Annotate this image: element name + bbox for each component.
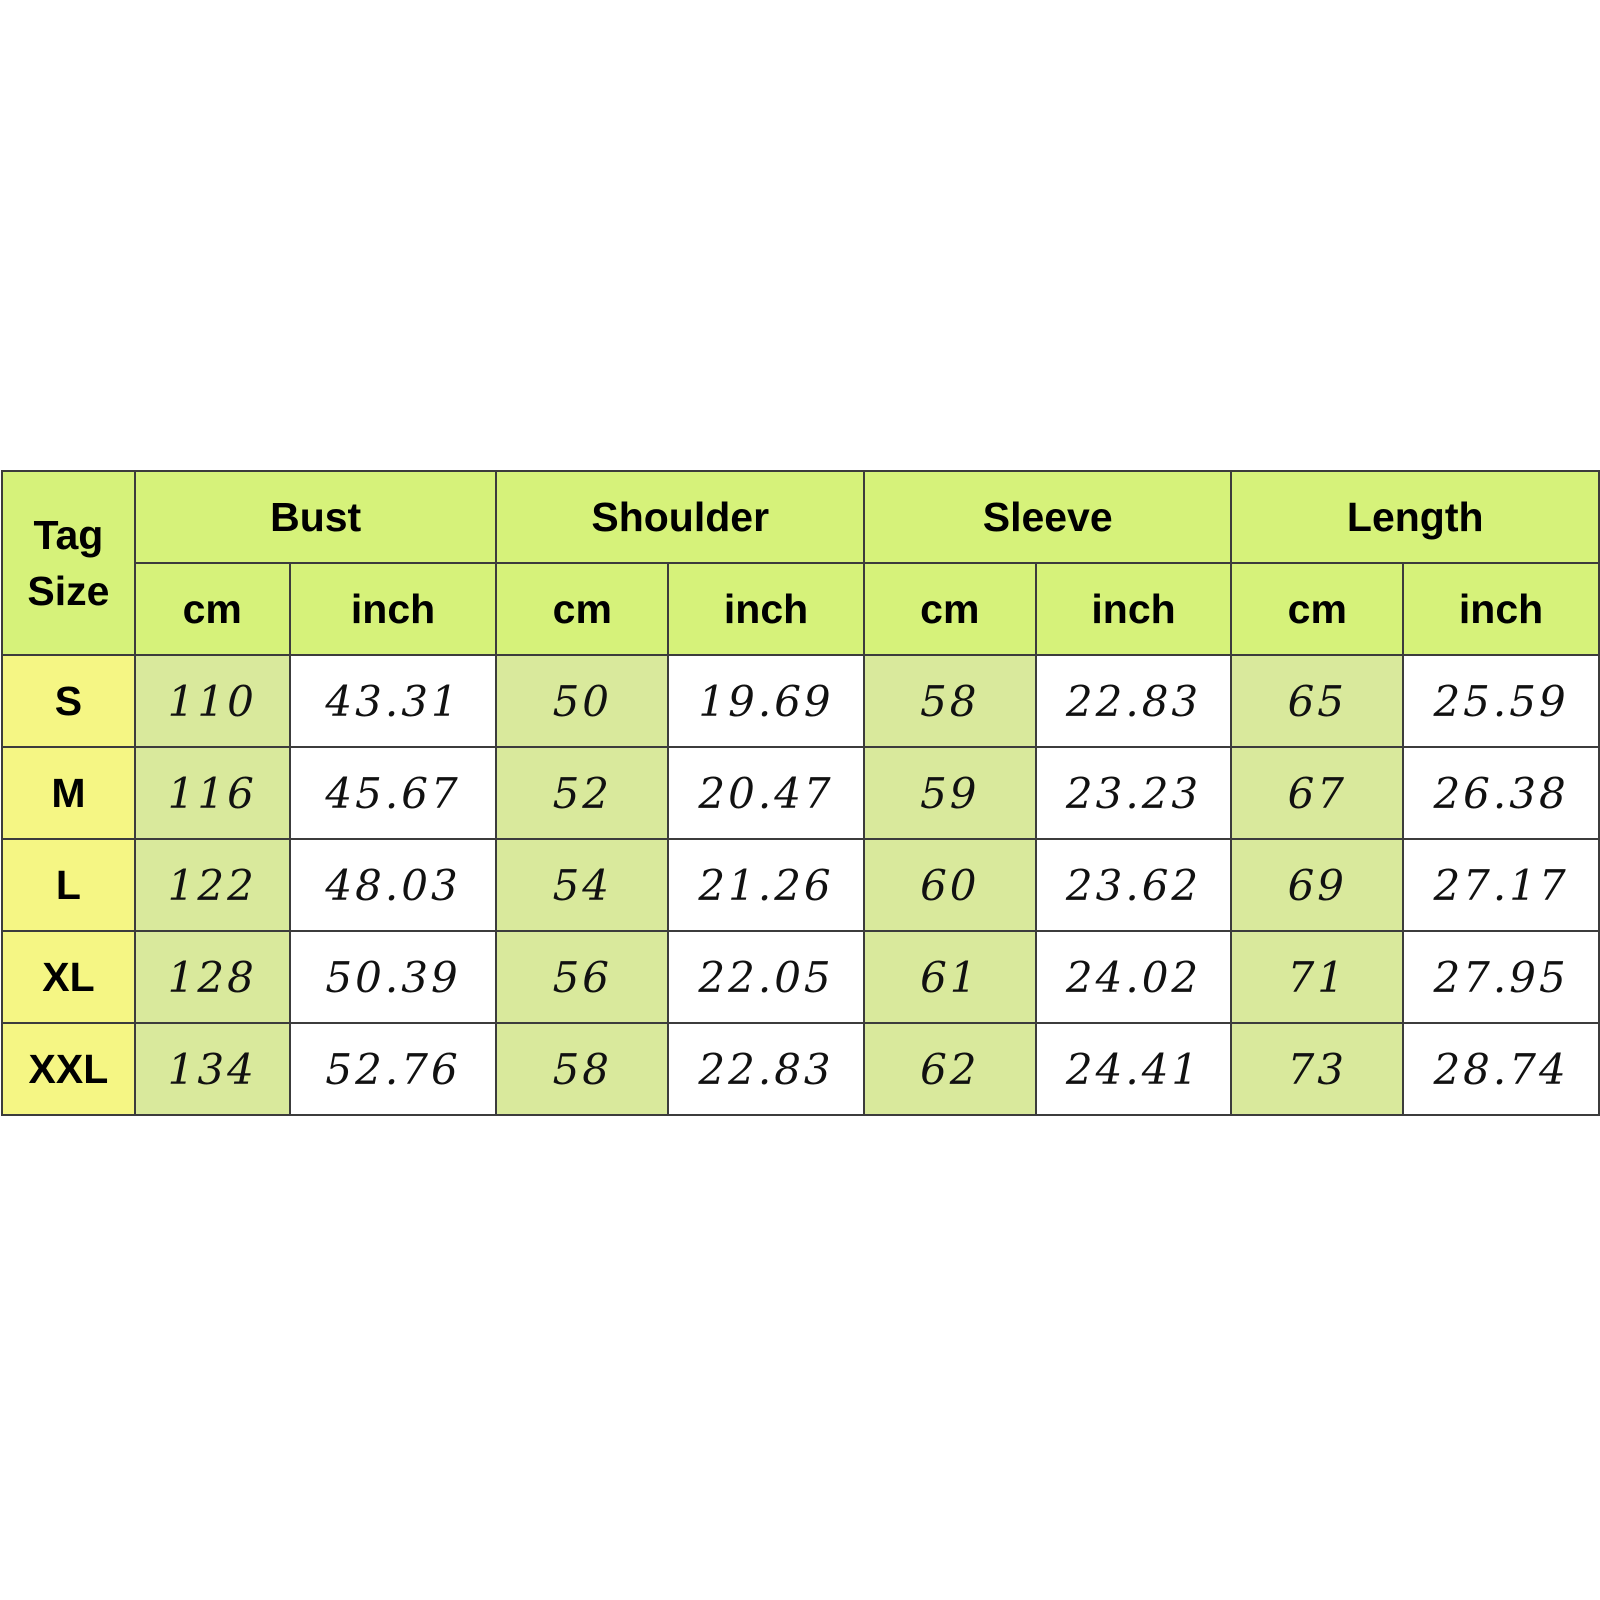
sleeve-cm-cell: 61 bbox=[862, 930, 1037, 1024]
length-cm-cell: 71 bbox=[1230, 930, 1405, 1024]
sleeve-cm-cell: 62 bbox=[862, 1022, 1037, 1116]
shoulder-cm-cell: 54 bbox=[495, 838, 670, 932]
group-header-bust: Bust bbox=[133, 470, 498, 564]
bust-cm-cell: 122 bbox=[133, 838, 291, 932]
bust-inch-cell: 43.31 bbox=[288, 654, 498, 748]
shoulder-cm-cell: 52 bbox=[495, 746, 670, 840]
shoulder-inch-cell: 20.47 bbox=[667, 746, 865, 840]
table-row-m: M 116 45.67 52 20.47 59 23.23 67 26.38 bbox=[1, 746, 1600, 840]
shoulder-inch-cell: 19.69 bbox=[667, 654, 865, 748]
bust-cm-cell: 128 bbox=[133, 930, 291, 1024]
shoulder-cm-cell: 50 bbox=[495, 654, 670, 748]
sleeve-inch-cell: 24.02 bbox=[1034, 930, 1233, 1024]
sleeve-inch-cell: 23.23 bbox=[1034, 746, 1233, 840]
bust-inch-cell: 50.39 bbox=[288, 930, 498, 1024]
group-header-sleeve: Sleeve bbox=[862, 470, 1233, 564]
bust-cm-cell: 134 bbox=[133, 1022, 291, 1116]
table-row-xxl: XXL 134 52.76 58 22.83 62 24.41 73 28.74 bbox=[1, 1022, 1600, 1116]
sleeve-cm-cell: 60 bbox=[862, 838, 1037, 932]
bust-inch-cell: 45.67 bbox=[288, 746, 498, 840]
size-label: M bbox=[1, 746, 136, 840]
sleeve-cm-cell: 58 bbox=[862, 654, 1037, 748]
bust-cm-cell: 110 bbox=[133, 654, 291, 748]
sleeve-inch-cell: 22.83 bbox=[1034, 654, 1233, 748]
table-row-s: S 110 43.31 50 19.69 58 22.83 65 25.59 bbox=[1, 654, 1600, 748]
tag-header-line-1: Tag bbox=[33, 512, 104, 558]
shoulder-cm-cell: 58 bbox=[495, 1022, 670, 1116]
length-inch-cell: 26.38 bbox=[1402, 746, 1600, 840]
tag-header-line-2: Size bbox=[27, 568, 110, 614]
unit-header-length-inch: inch bbox=[1402, 562, 1600, 656]
sleeve-inch-cell: 23.62 bbox=[1034, 838, 1233, 932]
unit-header-sleeve-cm: cm bbox=[862, 562, 1037, 656]
bust-inch-cell: 48.03 bbox=[288, 838, 498, 932]
sleeve-inch-cell: 24.41 bbox=[1034, 1022, 1233, 1116]
size-label: L bbox=[1, 838, 136, 932]
bust-cm-cell: 116 bbox=[133, 746, 291, 840]
header-row-groups: Tag Size Bust Shoulder Sleeve Length bbox=[1, 470, 1600, 656]
table-row-xl: XL 128 50.39 56 22.05 61 24.02 71 27.95 bbox=[1, 930, 1600, 1024]
header-row-units: cm inch cm inch cm inch cm inch bbox=[2, 562, 1600, 656]
size-label: XXL bbox=[1, 1022, 136, 1116]
sleeve-cm-cell: 59 bbox=[862, 746, 1037, 840]
length-inch-cell: 27.95 bbox=[1402, 930, 1600, 1024]
unit-header-shoulder-cm: cm bbox=[495, 562, 670, 656]
table-row-l: L 122 48.03 54 21.26 60 23.62 69 27.17 bbox=[1, 838, 1600, 932]
length-inch-cell: 27.17 bbox=[1402, 838, 1600, 932]
unit-header-length-cm: cm bbox=[1230, 562, 1405, 656]
shoulder-inch-cell: 22.05 bbox=[667, 930, 865, 1024]
unit-header-bust-inch: inch bbox=[288, 562, 498, 656]
unit-header-sleeve-inch: inch bbox=[1034, 562, 1233, 656]
length-cm-cell: 69 bbox=[1230, 838, 1405, 932]
tag-size-header: Tag Size bbox=[1, 470, 136, 656]
shoulder-inch-cell: 21.26 bbox=[667, 838, 865, 932]
length-cm-cell: 65 bbox=[1230, 654, 1405, 748]
length-inch-cell: 28.74 bbox=[1402, 1022, 1600, 1116]
unit-header-bust-cm: cm bbox=[133, 562, 291, 656]
length-cm-cell: 67 bbox=[1230, 746, 1405, 840]
size-label: S bbox=[1, 654, 136, 748]
group-header-shoulder: Shoulder bbox=[495, 470, 865, 564]
bust-inch-cell: 52.76 bbox=[288, 1022, 498, 1116]
length-cm-cell: 73 bbox=[1230, 1022, 1405, 1116]
size-chart-table: Tag Size Bust Shoulder Sleeve Length cm … bbox=[1, 470, 1600, 1116]
size-label: XL bbox=[1, 930, 136, 1024]
unit-header-shoulder-inch: inch bbox=[667, 562, 865, 656]
shoulder-inch-cell: 22.83 bbox=[667, 1022, 865, 1116]
group-header-length: Length bbox=[1230, 470, 1600, 564]
shoulder-cm-cell: 56 bbox=[495, 930, 670, 1024]
length-inch-cell: 25.59 bbox=[1402, 654, 1600, 748]
